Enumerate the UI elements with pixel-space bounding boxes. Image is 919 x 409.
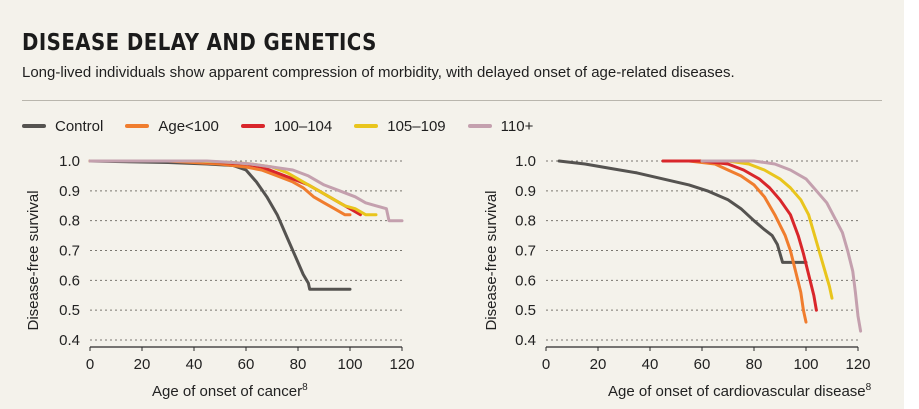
cvd-x-axis-label-text: Age of onset of cardiovascular disease — [608, 383, 866, 400]
cancer-series-110-plus — [88, 159, 404, 223]
cvd-ytick-label: 1.0 — [515, 153, 536, 170]
cvd-series-100-104 — [661, 159, 818, 312]
legend-item-110-plus: 110+ — [467, 117, 534, 135]
cancer-y-axis-label: Disease-free survival — [25, 190, 42, 330]
cvd-ytick-label: 0.6 — [515, 272, 536, 289]
cvd-xtick-label: 20 — [590, 356, 607, 373]
legend-item-100-104: 100–104 — [240, 117, 333, 135]
cvd-series-105-109 — [700, 159, 834, 300]
cancer-x-axis-label: Age of onset of cancer8 — [152, 382, 308, 400]
cvd-xtick-label: 80 — [746, 356, 763, 373]
cancer-ytick-label: 0.7 — [59, 243, 80, 260]
cvd-series-control — [557, 159, 808, 264]
legend-item-age100: Age<100 — [125, 117, 219, 135]
cvd-xtick-label: 40 — [642, 356, 659, 373]
legend-swatch-age100 — [125, 124, 150, 128]
cvd-chart: 1.0 0.9 0.8 0.7 0.6 0.5 0.4 0 20 40 60 80 100 120 Age … — [483, 153, 872, 400]
cancer-ytick-label: 1.0 — [59, 153, 80, 170]
cvd-xtick-label: 60 — [694, 356, 711, 373]
legend-label-100-104: 100–104 — [273, 117, 333, 135]
cancer-xtick-label: 0 — [86, 356, 94, 373]
cvd-series-age100 — [661, 159, 808, 324]
legend-swatch-105-109 — [354, 124, 379, 128]
cvd-xtick-label: 0 — [542, 356, 550, 373]
cancer-series-100-104 — [88, 159, 362, 217]
legend-label-age100: Age<100 — [158, 117, 219, 135]
legend-swatch-110-plus — [467, 124, 492, 128]
cvd-y-axis-label: Disease-free survival — [483, 190, 500, 330]
cvd-ytick-label: 0.5 — [515, 302, 536, 319]
header-divider — [22, 100, 882, 101]
cancer-ytick-label: 0.8 — [59, 213, 80, 230]
legend-item-control: Control — [22, 118, 103, 135]
cancer-xtick-label: 80 — [290, 356, 307, 373]
cancer-xtick-label: 40 — [186, 356, 203, 373]
cancer-xtick-label: 20 — [134, 356, 151, 373]
cvd-x-axis-label: Age of onset of cardiovascular disease8 — [608, 382, 872, 400]
cvd-ytick-label: 0.8 — [515, 213, 536, 230]
cancer-xtick-label: 100 — [337, 356, 362, 373]
cancer-ytick-label: 0.6 — [59, 272, 80, 289]
legend-swatch-control — [22, 124, 46, 128]
legend: Control Age<100 100–104 105–109 110+ — [22, 115, 555, 137]
cvd-x-axis-label-superscript: 8 — [866, 382, 872, 393]
legend-swatch-100-104 — [240, 124, 265, 128]
cvd-ytick-label: 0.9 — [515, 183, 536, 200]
legend-item-105-109: 105–109 — [354, 117, 446, 135]
cancer-x-axis-label-text: Age of onset of cancer — [152, 383, 302, 400]
cancer-ytick-label: 0.9 — [59, 183, 80, 200]
cvd-ytick-label: 0.4 — [515, 332, 536, 349]
legend-label-control: Control — [55, 117, 104, 135]
cancer-ytick-label: 0.5 — [59, 302, 80, 319]
cvd-ytick-label: 0.7 — [515, 243, 536, 260]
cancer-ytick-label: 0.4 — [59, 332, 80, 349]
cancer-x-axis-label-superscript: 8 — [302, 382, 308, 393]
cvd-series-110-plus — [700, 159, 863, 333]
figure-subtitle: Long-lived individuals show apparent com… — [22, 64, 735, 81]
legend-label-110-plus: 110+ — [500, 117, 534, 135]
cancer-series-control — [88, 159, 352, 291]
figure-title: DISEASE DELAY AND GENETICS — [22, 30, 377, 56]
cvd-xtick-label: 120 — [845, 356, 870, 373]
cancer-xtick-label: 120 — [389, 356, 414, 373]
cvd-xtick-label: 100 — [793, 356, 818, 373]
cancer-chart: 1.0 0.9 0.8 0.7 0.6 0.5 0.4 0 20 40 60 80 100 120 Age … — [25, 153, 415, 400]
legend-label-105-109: 105–109 — [387, 117, 446, 135]
cancer-xtick-label: 60 — [238, 356, 255, 373]
